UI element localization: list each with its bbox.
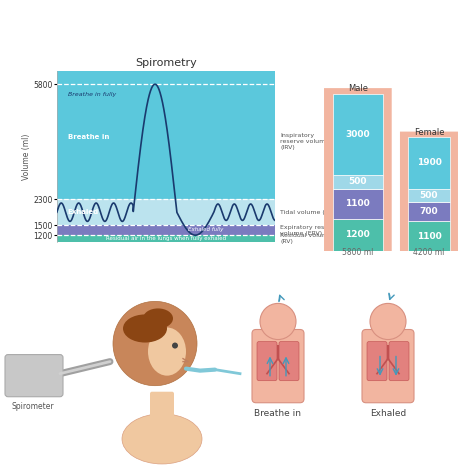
Text: Inspiratory
reserve volume
(IRV): Inspiratory reserve volume (IRV) bbox=[280, 133, 329, 150]
FancyBboxPatch shape bbox=[367, 342, 387, 381]
Bar bbox=[333, 93, 383, 175]
Text: Pulmonary function tests: Pulmonary function tests bbox=[69, 19, 405, 43]
Text: Tidal volume (TV): Tidal volume (TV) bbox=[280, 210, 336, 215]
Bar bbox=[408, 189, 450, 202]
Text: Breathe in: Breathe in bbox=[68, 134, 109, 140]
Bar bbox=[408, 221, 450, 251]
Text: Exhaled fully: Exhaled fully bbox=[188, 228, 223, 232]
Text: Breathe in fully: Breathe in fully bbox=[68, 91, 116, 97]
Text: 3000: 3000 bbox=[346, 130, 370, 139]
Circle shape bbox=[113, 301, 197, 386]
Bar bbox=[408, 137, 450, 189]
FancyBboxPatch shape bbox=[5, 355, 63, 397]
Bar bbox=[333, 175, 383, 189]
Text: 5800 ml: 5800 ml bbox=[342, 248, 374, 257]
Bar bbox=[57, 225, 275, 235]
FancyBboxPatch shape bbox=[324, 88, 392, 254]
Circle shape bbox=[370, 303, 406, 339]
Bar bbox=[57, 235, 275, 242]
Text: 1100: 1100 bbox=[417, 232, 441, 241]
Text: 1100: 1100 bbox=[346, 199, 370, 208]
Ellipse shape bbox=[122, 414, 202, 464]
Text: Female: Female bbox=[414, 128, 444, 137]
Text: 1200: 1200 bbox=[346, 230, 370, 239]
Text: Expiratory reserve
volume (ERV): Expiratory reserve volume (ERV) bbox=[280, 225, 338, 236]
Text: 1900: 1900 bbox=[417, 158, 441, 167]
Circle shape bbox=[260, 303, 296, 339]
Text: Exhaled: Exhaled bbox=[370, 409, 406, 418]
FancyBboxPatch shape bbox=[400, 132, 458, 254]
Text: Spirometer: Spirometer bbox=[12, 402, 55, 411]
FancyBboxPatch shape bbox=[150, 392, 174, 421]
Ellipse shape bbox=[123, 314, 167, 343]
Text: 500: 500 bbox=[419, 191, 438, 200]
Title: Spirometry: Spirometry bbox=[135, 57, 197, 67]
Text: Male: Male bbox=[348, 84, 368, 93]
Text: 500: 500 bbox=[348, 177, 367, 186]
Text: 4200 ml: 4200 ml bbox=[413, 248, 445, 257]
FancyBboxPatch shape bbox=[279, 342, 299, 381]
Ellipse shape bbox=[143, 309, 173, 328]
Text: Residual volume
(RV): Residual volume (RV) bbox=[280, 233, 332, 244]
FancyBboxPatch shape bbox=[362, 329, 414, 403]
Bar bbox=[57, 71, 275, 199]
Text: Exhaled: Exhaled bbox=[68, 209, 99, 215]
Bar bbox=[408, 202, 450, 221]
Bar bbox=[333, 189, 383, 219]
Text: Residual air in the lungs when fully exhaled: Residual air in the lungs when fully exh… bbox=[106, 236, 226, 241]
Bar bbox=[333, 219, 383, 251]
Circle shape bbox=[172, 343, 178, 348]
FancyBboxPatch shape bbox=[252, 329, 304, 403]
FancyBboxPatch shape bbox=[389, 342, 409, 381]
Bar bbox=[57, 199, 275, 225]
Text: Breathe in: Breathe in bbox=[255, 409, 301, 418]
Text: 700: 700 bbox=[419, 207, 438, 216]
Y-axis label: Volume (ml): Volume (ml) bbox=[21, 133, 30, 180]
FancyBboxPatch shape bbox=[257, 342, 277, 381]
Ellipse shape bbox=[148, 328, 186, 376]
